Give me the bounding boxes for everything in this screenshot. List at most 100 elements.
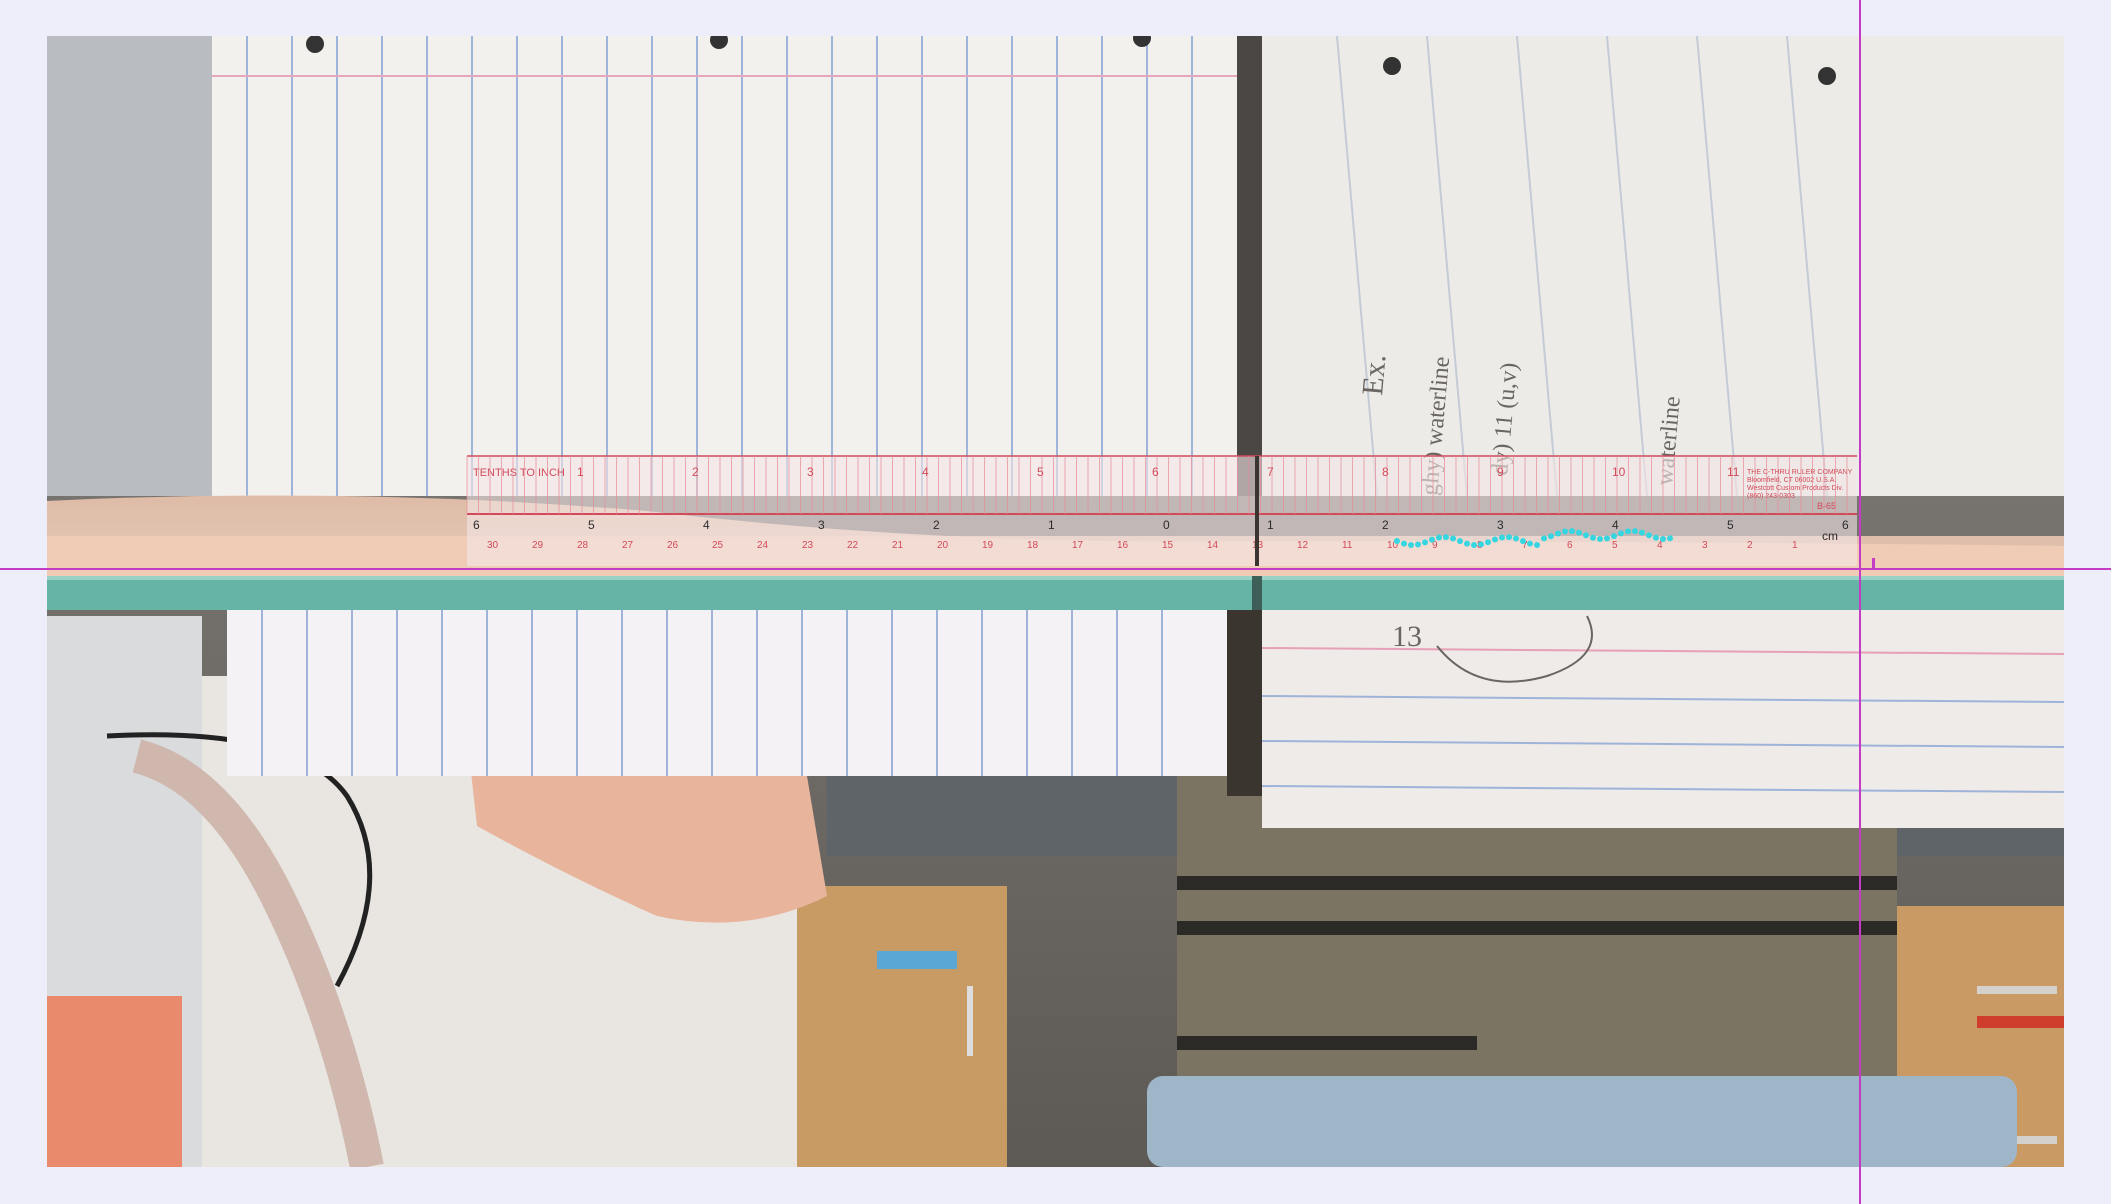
upper-paper-lines xyxy=(212,36,1828,497)
ruler-mm-number: 22 xyxy=(847,540,859,551)
photo-scene: Ex. ghy) waterline dy) 11 (u,v) waterlin… xyxy=(47,36,2064,1167)
trace-dot xyxy=(1394,538,1400,544)
ruler-ticks xyxy=(466,456,1848,514)
tank-divider xyxy=(1237,36,1262,496)
trace-dot xyxy=(1625,528,1631,535)
ruler-inch-number: 6 xyxy=(1152,465,1159,479)
trace-dot xyxy=(1562,528,1568,535)
ruler-mm-number: 5 xyxy=(1612,540,1618,551)
ruler-inch-number: 9 xyxy=(1497,465,1504,479)
ruler-mm-number: 10 xyxy=(1387,540,1399,551)
trace-dot xyxy=(1429,536,1435,543)
cabinet-label xyxy=(877,951,957,969)
ruler-cm-number: 1 xyxy=(1048,518,1055,532)
ruler-code: B-65 xyxy=(1817,501,1836,511)
trace-dot xyxy=(1660,535,1666,542)
trace-dot xyxy=(1464,540,1470,547)
bucket-liquid xyxy=(47,996,182,1167)
ruler-inch-number: 4 xyxy=(922,465,929,479)
sweater-stripe-2 xyxy=(1177,921,1897,935)
ruler-cm-number: 5 xyxy=(588,518,595,532)
lower-paper-right xyxy=(1262,596,2064,828)
trace-dot xyxy=(1667,535,1673,542)
ruler-cm-number: 2 xyxy=(1382,518,1389,532)
trace-dot xyxy=(1457,538,1463,545)
ruler-mm-number: 1 xyxy=(1792,540,1798,551)
trace-dot xyxy=(1611,533,1617,540)
ruler-inch-number: 5 xyxy=(1037,465,1044,479)
trace-dot xyxy=(1471,541,1477,548)
traced-waterline xyxy=(1394,528,1673,548)
trace-dot xyxy=(1422,539,1428,546)
ruler-maker-line-3: Westcott Custom Products Div. xyxy=(1747,485,1843,492)
water-band-highlight xyxy=(47,576,2064,580)
ruler-mm-number: 21 xyxy=(892,540,904,551)
trace-dot xyxy=(1527,540,1533,547)
ruler-cm-number: 3 xyxy=(1497,518,1504,532)
trace-dot xyxy=(1604,535,1610,542)
ruler-mm-number: 9 xyxy=(1432,540,1438,551)
ruler-mm-number: 30 xyxy=(487,540,499,551)
ruler: TENTHS TO INCH THE C-THRU RULER COMPANY … xyxy=(466,455,1857,566)
lower-paper-left xyxy=(227,596,1232,776)
cable xyxy=(106,732,373,988)
crosshair-marker xyxy=(1872,558,1875,570)
ruler-body xyxy=(467,456,1857,566)
ruler-cm-number: 5 xyxy=(1727,518,1734,532)
trace-dot xyxy=(1569,528,1575,535)
ruler-cm-number: 2 xyxy=(933,518,940,532)
trace-dot xyxy=(1639,529,1645,536)
ruler-mm-number: 18 xyxy=(1027,540,1039,551)
ruler-maker-line-4: (860) 243-0303 xyxy=(1747,493,1795,500)
ruler-inch-number: 7 xyxy=(1267,465,1274,479)
ruler-cm-label: cm xyxy=(1822,529,1838,543)
ruler-mm-number: 26 xyxy=(667,540,679,551)
drawer-handle-1 xyxy=(1977,986,2057,994)
ruler-inch-number: 3 xyxy=(807,465,814,479)
trace-dot xyxy=(1513,535,1519,542)
binder-holes xyxy=(306,36,1836,85)
ruler-inch-number: 8 xyxy=(1382,465,1389,479)
ruler-cm-numbers: 6 5 4 3 2 1 0 1 2 3 4 5 6 xyxy=(473,518,1849,532)
ruler-mm-number: 24 xyxy=(757,540,769,551)
ruler-mm-number: 12 xyxy=(1297,540,1309,551)
water-band xyxy=(47,576,2064,610)
trace-dot xyxy=(1541,535,1547,542)
ruler-inch-number: 10 xyxy=(1612,465,1626,479)
trace-dot xyxy=(1506,534,1512,541)
trace-dot xyxy=(1485,539,1491,546)
ruler-mm-number: 11 xyxy=(1342,540,1353,551)
sweater-stripe-1 xyxy=(1177,876,1897,890)
crosshair-vertical xyxy=(1859,0,1861,1204)
trace-dot xyxy=(1583,532,1589,539)
ruler-mm-number: 16 xyxy=(1117,540,1129,551)
ruler-mm-number: 28 xyxy=(577,540,589,551)
sweater-stripe-3 xyxy=(1177,1036,1477,1050)
ruler-top-label: TENTHS TO INCH xyxy=(473,467,565,479)
trace-dot xyxy=(1478,541,1484,548)
trace-dot xyxy=(1450,535,1456,542)
trace-dot xyxy=(1401,540,1407,547)
note-sketch xyxy=(1436,615,1593,683)
trace-dot xyxy=(1632,528,1638,535)
lower-paper-lines xyxy=(261,596,2064,793)
ruler-mm-number: 29 xyxy=(532,540,544,551)
upper-paper-left xyxy=(212,36,1237,496)
ruler-mm-number: 23 xyxy=(802,540,814,551)
trace-dot xyxy=(1408,541,1414,548)
crosshair-horizontal xyxy=(0,568,2111,570)
blue-bin xyxy=(1147,1076,2017,1167)
upper-paper-right xyxy=(1262,36,2064,496)
ruler-inch-numbers: 1 2 3 4 5 6 7 8 9 10 11 xyxy=(577,465,1740,479)
trace-dot xyxy=(1534,541,1540,548)
tube xyxy=(132,739,384,1167)
ruler-cm-number: 1 xyxy=(1267,518,1274,532)
ruler-mm-number: 15 xyxy=(1162,540,1174,551)
trace-dot xyxy=(1555,530,1561,537)
ruler-mm-number: 6 xyxy=(1567,540,1573,551)
clipboard-edge xyxy=(1227,596,1262,796)
ruler-cm-number: 4 xyxy=(1612,518,1619,532)
cabinet-handle xyxy=(967,986,973,1056)
ruler-cm-number: 3 xyxy=(818,518,825,532)
trace-dot xyxy=(1520,538,1526,545)
